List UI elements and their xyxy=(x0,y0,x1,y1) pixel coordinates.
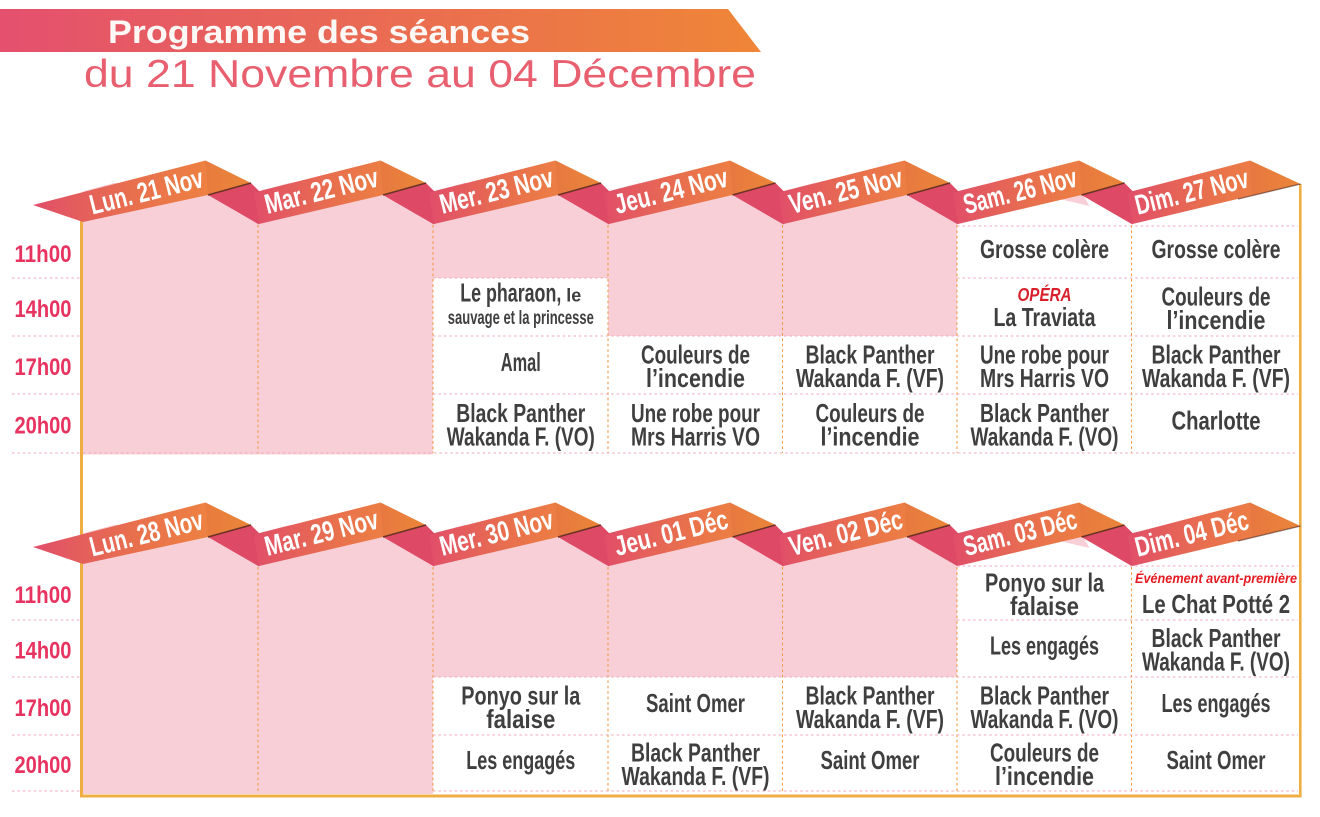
svg-text:Wakanda F. (VF): Wakanda F. (VF) xyxy=(796,363,944,393)
svg-text:Couleurs de: Couleurs de xyxy=(1162,282,1271,312)
svg-text:Black Panther: Black Panther xyxy=(1152,623,1281,653)
svg-text:Le Chat Potté 2: Le Chat Potté 2 xyxy=(1142,589,1290,619)
svg-text:Black Panther: Black Panther xyxy=(1152,340,1281,370)
svg-text:l’incendie: l’incendie xyxy=(646,363,745,393)
svg-text:Saint Omer: Saint Omer xyxy=(646,688,745,718)
svg-text:Black Panther: Black Panther xyxy=(980,681,1109,711)
svg-text:11h00: 11h00 xyxy=(15,582,72,609)
svg-text:Couleurs de: Couleurs de xyxy=(990,738,1099,768)
svg-text:Événement avant-première: Événement avant-première xyxy=(1135,571,1297,586)
svg-text:Wakanda F. (VO): Wakanda F. (VO) xyxy=(971,422,1119,452)
svg-text:Ponyo sur la: Ponyo sur la xyxy=(985,568,1104,598)
svg-text:Saint Omer: Saint Omer xyxy=(821,745,920,775)
svg-text:Black Panther: Black Panther xyxy=(631,738,760,768)
svg-text:Amal: Amal xyxy=(501,347,541,377)
svg-text:Les engagés: Les engagés xyxy=(990,631,1099,661)
svg-text:l’incendie: l’incendie xyxy=(1167,305,1266,335)
svg-text:du 21 Novembre au 04 Décembre: du 21 Novembre au 04 Décembre xyxy=(84,53,756,96)
svg-text:Saint Omer: Saint Omer xyxy=(1167,745,1266,775)
svg-text:Le pharaon, le: Le pharaon, le xyxy=(460,278,581,308)
svg-text:Charlotte: Charlotte xyxy=(1172,406,1261,436)
svg-text:Une robe pour: Une robe pour xyxy=(980,340,1109,370)
svg-text:14h00: 14h00 xyxy=(15,296,72,323)
svg-text:sauvage et la princesse: sauvage et la princesse xyxy=(448,308,594,329)
svg-text:Grosse colère: Grosse colère xyxy=(1152,234,1281,264)
svg-text:20h00: 20h00 xyxy=(15,752,72,779)
svg-text:Programme des séances: Programme des séances xyxy=(108,14,530,50)
svg-text:Ponyo sur la: Ponyo sur la xyxy=(461,681,580,711)
svg-text:l’incendie: l’incendie xyxy=(995,761,1094,791)
svg-text:Une robe pour: Une robe pour xyxy=(631,398,760,428)
svg-text:falaise: falaise xyxy=(486,704,555,734)
svg-text:17h00: 17h00 xyxy=(15,354,72,381)
svg-text:Couleurs de: Couleurs de xyxy=(816,398,925,428)
svg-text:falaise: falaise xyxy=(1010,591,1079,621)
svg-text:Mrs Harris VO: Mrs Harris VO xyxy=(631,422,760,452)
svg-text:Wakanda F. (VF): Wakanda F. (VF) xyxy=(1142,363,1290,393)
svg-text:17h00: 17h00 xyxy=(15,695,72,722)
svg-text:l’incendie: l’incendie xyxy=(821,422,920,452)
svg-text:Black Panther: Black Panther xyxy=(806,681,935,711)
svg-text:Wakanda F. (VO): Wakanda F. (VO) xyxy=(971,704,1119,734)
svg-text:14h00: 14h00 xyxy=(15,638,72,665)
svg-text:Wakanda F. (VF): Wakanda F. (VF) xyxy=(796,704,944,734)
svg-text:Wakanda F. (VO): Wakanda F. (VO) xyxy=(447,422,595,452)
svg-text:11h00: 11h00 xyxy=(15,241,72,268)
svg-text:Wakanda F. (VO): Wakanda F. (VO) xyxy=(1142,647,1290,677)
svg-text:Wakanda F. (VF): Wakanda F. (VF) xyxy=(622,761,770,791)
svg-text:La Traviata: La Traviata xyxy=(994,302,1096,332)
svg-text:Black Panther: Black Panther xyxy=(806,340,935,370)
svg-text:Les engagés: Les engagés xyxy=(466,745,575,775)
svg-text:20h00: 20h00 xyxy=(15,413,72,440)
svg-text:Grosse colère: Grosse colère xyxy=(980,234,1109,264)
svg-text:Black Panther: Black Panther xyxy=(980,398,1109,428)
svg-text:Les engagés: Les engagés xyxy=(1162,688,1271,718)
svg-text:OPÉRA: OPÉRA xyxy=(1018,284,1072,305)
svg-text:Mrs Harris VO: Mrs Harris VO xyxy=(980,363,1109,393)
svg-text:Couleurs de: Couleurs de xyxy=(641,340,750,370)
svg-text:Black Panther: Black Panther xyxy=(456,398,585,428)
